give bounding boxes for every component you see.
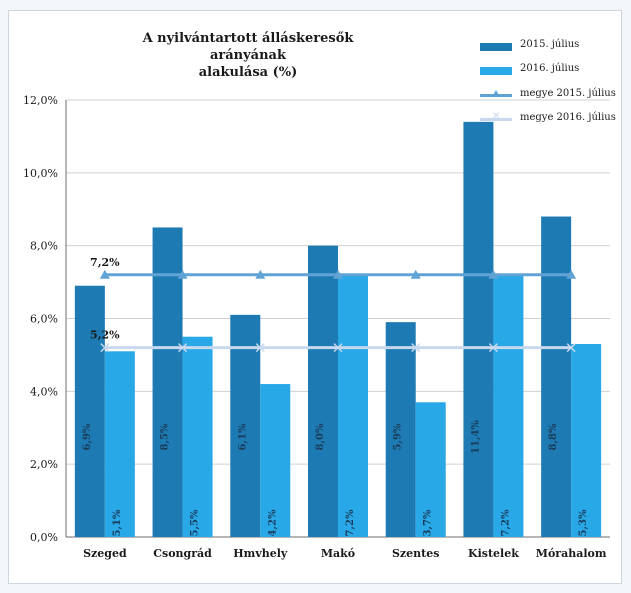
bar — [385, 322, 416, 537]
bar-value-label: 4,2% — [267, 509, 278, 536]
bar-value-label: 6,1% — [237, 423, 248, 450]
line-annotation-label: 7,2% — [90, 256, 120, 269]
y-tick-label: 12,0% — [23, 94, 58, 107]
x-tick-label: Kistelek — [468, 547, 519, 560]
bar — [182, 336, 213, 537]
chart-title-line-1: A nyilvántartott álláskeresők arányának — [142, 31, 354, 63]
legend-line-megye-2016 — [480, 118, 512, 121]
bar — [415, 402, 446, 537]
legend-label-megye-2016: megye 2016. július — [520, 112, 616, 123]
legend-item-megye-2016: ✕ megye 2016. július — [480, 111, 620, 129]
line-point-marker — [410, 269, 421, 279]
line-point-marker — [255, 343, 265, 353]
line-point-marker — [488, 269, 499, 279]
line-point-marker — [566, 269, 577, 279]
line-point-marker — [178, 343, 188, 353]
line-point-marker — [333, 343, 343, 353]
x-tick-label: Csongrád — [153, 547, 212, 560]
bar-value-label: 7,2% — [500, 509, 511, 536]
bar-value-label: 5,1% — [112, 509, 123, 536]
legend-item-2015: 2015. július — [480, 38, 620, 56]
bar — [541, 216, 572, 538]
bar — [74, 285, 105, 537]
triangle-marker-icon — [492, 90, 500, 97]
bar — [493, 274, 524, 537]
x-tick-label: Szeged — [83, 547, 127, 560]
bar-value-label: 6,9% — [82, 423, 93, 450]
legend-swatch-2015 — [480, 43, 512, 51]
legend-item-megye-2015: megye 2015. július — [480, 87, 620, 105]
bar-value-label: 11,4% — [470, 420, 481, 454]
bar — [104, 351, 135, 537]
bar-value-label: 8,5% — [160, 423, 171, 450]
bar — [260, 384, 291, 537]
y-tick-label: 2,0% — [30, 458, 58, 471]
bar — [308, 245, 338, 537]
line-point-marker — [177, 269, 188, 279]
line-point-marker — [333, 269, 343, 279]
line-point-marker — [99, 269, 110, 279]
line-point-marker — [411, 343, 421, 353]
chart-title-line-2: alakulása (%) — [198, 65, 298, 80]
x-tick-label: Hmvhely — [233, 547, 288, 560]
y-tick-label: 6,0% — [30, 313, 58, 326]
line-point-marker — [488, 343, 498, 353]
chart-title: A nyilvántartott álláskeresők arányának … — [138, 30, 358, 81]
x-tick-label: Makó — [321, 547, 355, 560]
bar — [230, 314, 261, 537]
legend-swatch-2016 — [480, 67, 512, 75]
y-tick-label: 4,0% — [30, 385, 58, 398]
legend-label-2016: 2016. július — [520, 63, 580, 74]
y-tick-label: 10,0% — [23, 167, 58, 180]
legend-item-2016: 2016. július — [480, 62, 620, 80]
y-tick-label: 0,0% — [30, 531, 58, 544]
x-tick-label: Szentes — [392, 547, 439, 560]
bar-value-label: 5,9% — [393, 423, 404, 450]
line-point-marker — [255, 269, 266, 279]
bar-value-label: 8,8% — [548, 423, 559, 450]
bar — [338, 274, 368, 537]
x-marker-icon: ✕ — [492, 111, 501, 122]
bar — [152, 227, 183, 538]
bar-value-label: 8,0% — [315, 423, 326, 450]
y-tick-label: 8,0% — [30, 240, 58, 253]
line-point-marker — [100, 343, 110, 353]
bar-value-label: 7,2% — [345, 509, 356, 536]
bar-value-label: 5,3% — [578, 509, 589, 536]
line-point-marker — [566, 343, 576, 353]
x-tick-label: Mórahalom — [536, 547, 607, 560]
bar-value-label: 3,7% — [423, 509, 434, 536]
bar-value-label: 5,5% — [190, 509, 201, 536]
bar — [571, 343, 602, 537]
bar — [463, 121, 494, 537]
legend-label-2015: 2015. július — [520, 39, 580, 50]
legend-label-megye-2015: megye 2015. július — [520, 88, 616, 99]
line-annotation-label: 5,2% — [90, 329, 120, 342]
